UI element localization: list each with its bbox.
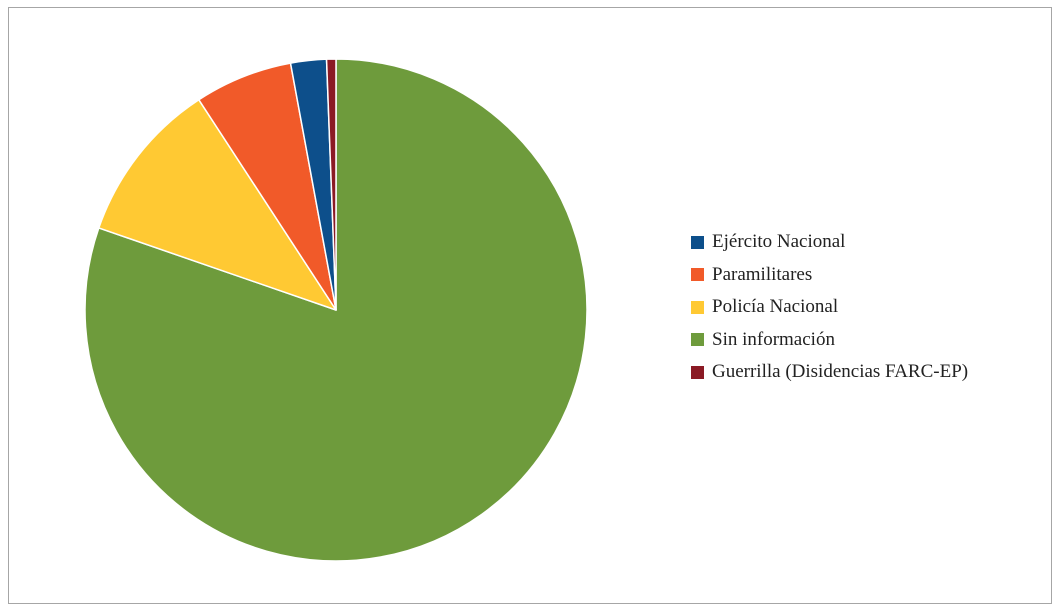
legend-label-guerrilla: Guerrilla (Disidencias FARC-EP) xyxy=(712,361,969,383)
legend-label-policia-nacional: Policía Nacional xyxy=(712,296,839,318)
pie-slice-policia-nacional xyxy=(98,99,337,311)
legend-swatch-policia-nacional xyxy=(691,300,704,314)
legend-item-guerrilla: Guerrilla (Disidencias FARC-EP) xyxy=(691,356,968,389)
chart-legend: Ejército Nacional Paramilitares Policía … xyxy=(691,226,968,389)
legend-item-paramilitares: Paramilitares xyxy=(691,259,968,292)
legend-item-ejercito-nacional: Ejército Nacional xyxy=(691,226,968,259)
pie-chart xyxy=(84,58,588,562)
legend-swatch-paramilitares xyxy=(691,268,704,282)
legend-item-sin-informacion: Sin información xyxy=(691,324,968,357)
legend-label-ejercito-nacional: Ejército Nacional xyxy=(712,231,846,253)
legend-swatch-guerrilla xyxy=(691,365,704,379)
legend-item-policia-nacional: Policía Nacional xyxy=(691,291,968,324)
legend-swatch-sin-informacion xyxy=(691,333,704,347)
chart-frame: Ejército Nacional Paramilitares Policía … xyxy=(8,7,1052,604)
legend-label-sin-informacion: Sin información xyxy=(712,328,835,350)
pie-slice-guerrilla-disidencias-farc-ep xyxy=(325,58,337,311)
legend-swatch-ejercito-nacional xyxy=(691,235,704,249)
legend-label-paramilitares: Paramilitares xyxy=(712,263,813,285)
